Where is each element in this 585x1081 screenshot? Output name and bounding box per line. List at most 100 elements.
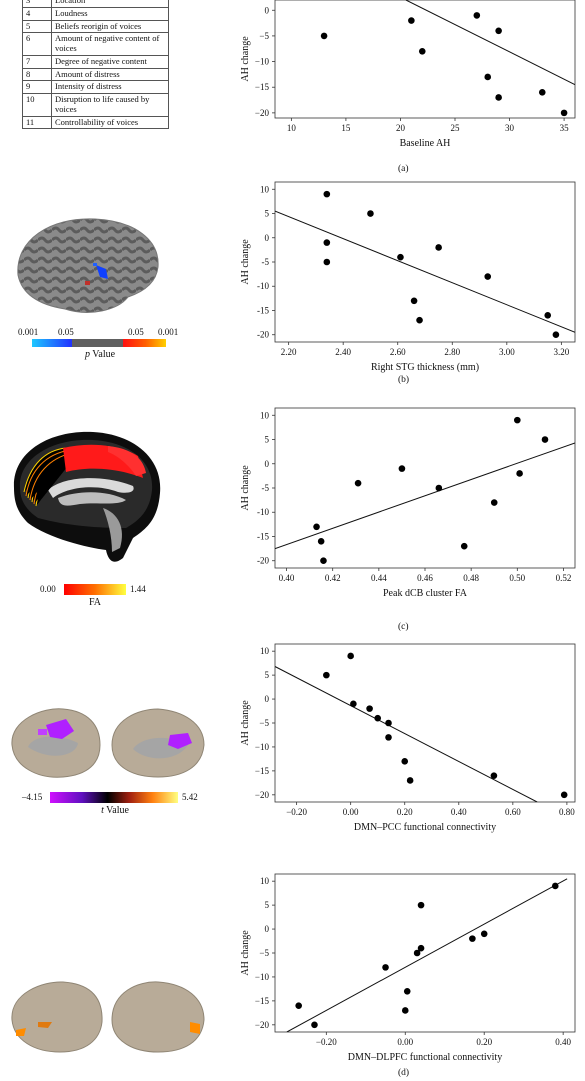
table-cell-text: Beliefs reorigin of voices [51, 19, 169, 34]
x-axis-label: Baseline AH [400, 138, 451, 149]
data-point [366, 705, 373, 712]
scatter-plot-b: 2.20 2.40 2.60 2.80 3.00 3.20 10 5 0 -5 -10 -15 -20 R… [240, 181, 576, 373]
table-row: 6 Amount of negative content of voices [22, 32, 169, 56]
y-tick-label: −20 [255, 1020, 270, 1030]
data-point [484, 273, 492, 280]
scatter-plot-a: 10 15 20 25 30 35 0 −5 −10 −15 −20 Baseline AH AH ch… [240, 0, 576, 149]
x-tick-label: 2.60 [390, 347, 406, 357]
data-point [435, 484, 443, 492]
table-cell-text: Loudness [51, 6, 169, 21]
data-point [413, 949, 421, 957]
scatter-plot-d1: −0.20 0.00 0.20 0.40 0.60 0.80 10 5 0 −5 −10 −15 −20… [240, 643, 576, 833]
table-row: 10 Disruption to life caused by voices [22, 93, 169, 117]
data-point [417, 944, 425, 952]
x-tick-label: 0.50 [509, 573, 525, 583]
colorbar-b-max: 0.001 [158, 327, 179, 337]
y-tick-label: 0 [265, 694, 270, 704]
colorbar-b-label: p Value [84, 349, 116, 360]
y-tick-label: -5 [262, 483, 270, 493]
table-cell-text: Amount of distress [51, 67, 169, 82]
x-tick-label: 0.52 [556, 573, 572, 583]
data-point [410, 297, 418, 305]
table-row: 7 Degree of negative content [22, 54, 169, 69]
data-point [295, 1002, 302, 1009]
table-cell-number: 10 [22, 93, 52, 117]
table-cell-number: 6 [22, 32, 52, 56]
y-tick-label: 0 [265, 924, 270, 934]
regression-line [286, 878, 568, 1032]
table-cell-text: Location [51, 0, 169, 8]
data-point [435, 244, 442, 251]
x-tick-label: 35 [560, 123, 570, 133]
y-tick-label: -10 [257, 507, 269, 517]
colorbar-b-min: 0.001 [18, 327, 39, 337]
y-tick-label: -10 [257, 281, 269, 291]
colorbar-c-label: FA [88, 597, 102, 608]
data-point [514, 416, 521, 424]
table-cell-number: 7 [22, 54, 52, 69]
table-cell-number: 11 [22, 115, 52, 130]
x-tick-label: 20 [396, 123, 406, 133]
data-point [323, 190, 331, 198]
plot-frame [274, 181, 576, 343]
table-cell-number: 5 [22, 19, 52, 34]
data-point [385, 734, 392, 741]
y-tick-label: −15 [255, 996, 270, 1006]
x-tick-label: 0.60 [505, 807, 521, 817]
y-tick-label: 5 [265, 670, 270, 680]
y-axis-label: AH change [240, 36, 251, 82]
colorbar-b-mid2: 0.05 [128, 327, 144, 337]
data-point [382, 964, 389, 971]
y-axis-label: AH change [240, 930, 251, 976]
data-point [385, 719, 392, 727]
table-cell-number: 3 [22, 0, 52, 8]
y-axis-label: AH change [240, 239, 251, 285]
data-point [320, 557, 327, 565]
colorbar-b-mid1: 0.05 [58, 327, 74, 337]
y-axis-label: AH change [240, 700, 251, 746]
data-point [417, 901, 425, 909]
data-point [403, 988, 411, 995]
data-point [469, 935, 476, 942]
y-tick-label: 5 [265, 435, 270, 445]
data-point [418, 48, 426, 55]
table-cell-text: Degree of negative content [51, 54, 169, 69]
data-point [347, 652, 354, 660]
table-row: 9 Intensity of distress [22, 80, 169, 95]
data-point [495, 94, 502, 101]
y-tick-label: 10 [260, 876, 270, 886]
colorbar-d-max: 5.42 [182, 792, 198, 802]
cortex-pcc-images [11, 708, 205, 778]
x-tick-label: 15 [341, 123, 351, 133]
y-tick-label: −20 [255, 108, 270, 118]
x-tick-label: −0.20 [316, 1037, 337, 1047]
plot-frame [274, 873, 576, 1033]
x-tick-label: 0.46 [417, 573, 433, 583]
data-point [460, 542, 468, 550]
table-cell-text: Amount of negative content of voices [51, 32, 169, 56]
y-tick-label: 0 [265, 233, 270, 243]
x-tick-label: 0.00 [343, 807, 359, 817]
data-point [495, 27, 502, 35]
colorbar-c-gradient [64, 584, 126, 595]
data-point [354, 479, 362, 487]
data-point [490, 772, 498, 779]
data-point [323, 258, 331, 266]
data-point [397, 253, 404, 261]
data-point [374, 714, 382, 722]
regression-line [405, 0, 575, 86]
y-tick-label: 5 [265, 209, 270, 219]
data-point [367, 210, 374, 217]
x-tick-label: 0.20 [476, 1037, 492, 1047]
y-tick-label: −5 [259, 718, 269, 728]
x-tick-label: 3.20 [553, 347, 569, 357]
y-tick-label: 0 [265, 459, 270, 469]
colorbar-b-gradient [32, 339, 166, 347]
x-tick-label: 0.42 [325, 573, 341, 583]
table-cell-text: Intensity of distress [51, 80, 169, 95]
data-point [552, 331, 560, 339]
data-point [560, 109, 568, 117]
x-tick-label: 0.40 [555, 1037, 571, 1047]
brain-figure-d2 [8, 978, 208, 1058]
x-tick-label: 0.44 [371, 573, 387, 583]
